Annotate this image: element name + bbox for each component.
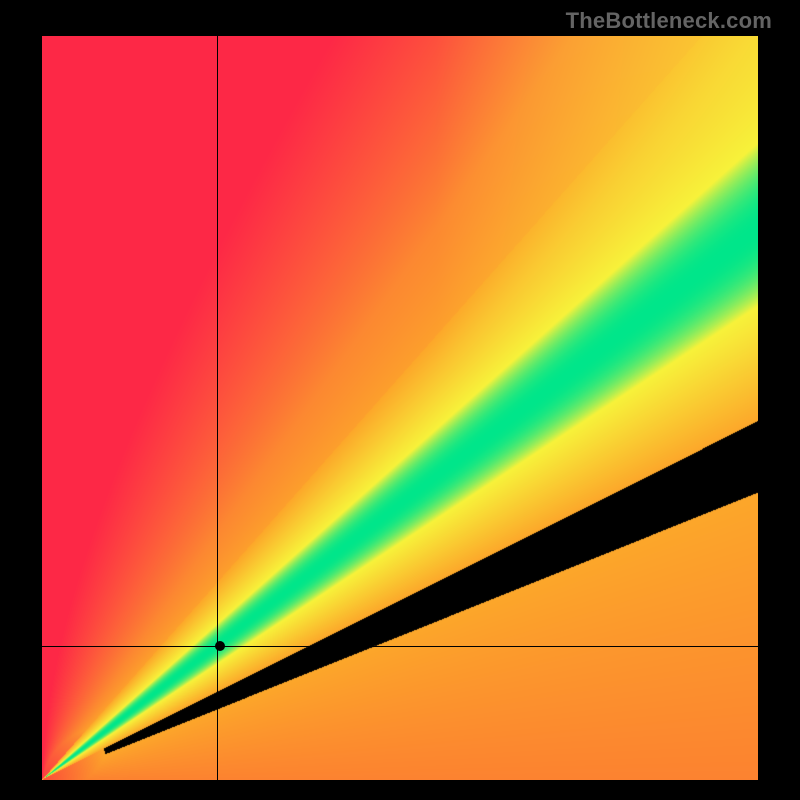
watermark-text: TheBottleneck.com [566, 8, 772, 34]
crosshair-horizontal [42, 646, 758, 647]
crosshair-vertical [217, 36, 218, 780]
plot-area [42, 36, 758, 780]
datapoint-marker [215, 641, 225, 651]
bottleneck-heatmap [42, 36, 758, 780]
